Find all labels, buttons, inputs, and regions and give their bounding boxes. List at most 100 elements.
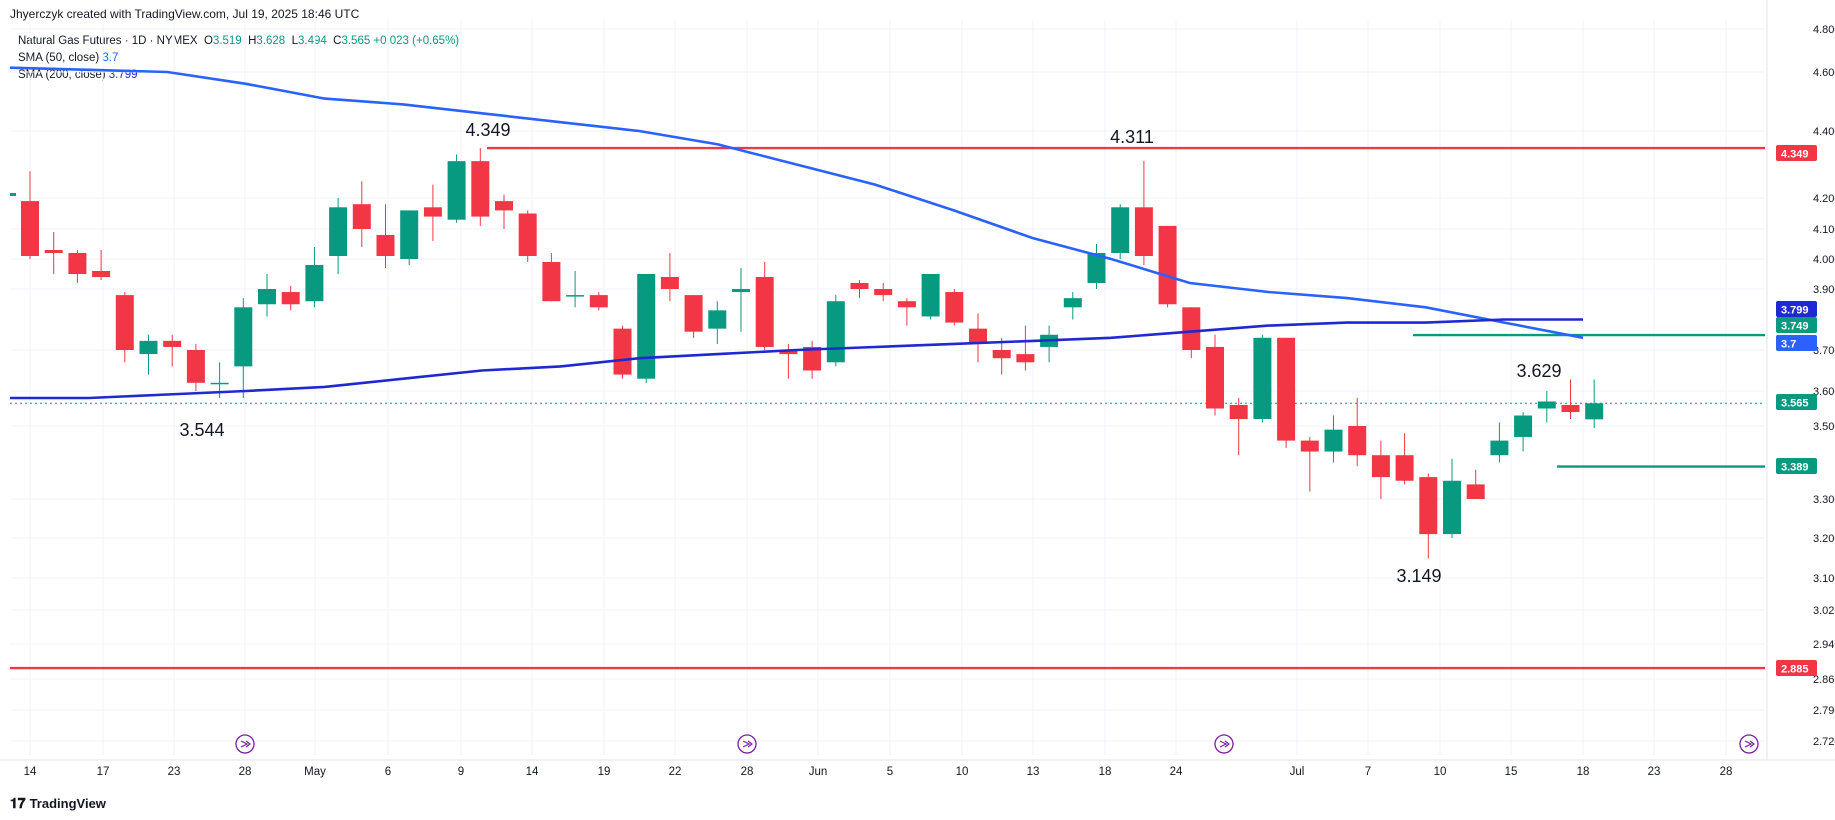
candle-body — [1087, 253, 1106, 283]
price-label-text: 4.349 — [1781, 149, 1809, 161]
y-tick-label: 3.900 — [1813, 284, 1835, 296]
y-tick-label: 3.700 — [1813, 345, 1835, 357]
candle-body — [210, 382, 229, 385]
high-value: 3.628 — [256, 35, 286, 47]
candle-body — [139, 340, 158, 355]
y-tick-label: 3.600 — [1813, 386, 1835, 398]
event-marker-icon — [1214, 734, 1234, 754]
candle-body — [115, 295, 134, 350]
candle-body — [1324, 429, 1343, 452]
candle-body — [1514, 415, 1533, 437]
candle-body — [44, 250, 63, 253]
y-tick-label: 4.100 — [1813, 224, 1835, 236]
support-resistance-levels — [10, 146, 1765, 670]
grid — [10, 20, 1765, 755]
x-tick-label: 24 — [1170, 766, 1183, 778]
candle-body — [779, 350, 798, 355]
price-label-text: 3.7 — [1781, 339, 1796, 351]
price-label-text: 3.389 — [1781, 462, 1809, 474]
y-tick-label: 3.020 — [1813, 605, 1835, 617]
price-annotation: 3.149 — [1396, 566, 1441, 586]
sma50-value: 3.7 — [102, 52, 119, 64]
candle-body — [352, 204, 371, 229]
symbol-legend[interactable]: Natural Gas Futures · 1D · NYMEX O3.519 … — [18, 35, 459, 47]
candle-body — [423, 207, 442, 217]
y-tick-label: 4.200 — [1813, 193, 1835, 205]
candle-body — [1229, 405, 1248, 419]
tradingview-logo-icon: 𝟏𝟕 — [10, 795, 26, 811]
price-label-text: 3.799 — [1781, 305, 1809, 317]
open-value: 3.519 — [212, 35, 242, 47]
event-marker-icon — [1739, 734, 1759, 754]
y-tick-label: 3.300 — [1813, 494, 1835, 506]
candle-body — [1537, 401, 1556, 409]
event-marker-icon — [737, 734, 757, 754]
candle-body — [1277, 337, 1296, 441]
x-tick-label: 6 — [385, 766, 391, 778]
candle-body — [21, 201, 39, 256]
price-annotation: 4.349 — [465, 120, 510, 140]
price-label-text: 2.885 — [1781, 664, 1809, 676]
candle-body — [897, 301, 916, 308]
candle-body — [1182, 307, 1201, 350]
x-tick-label: 18 — [1577, 766, 1590, 778]
candle-body — [1585, 403, 1604, 420]
x-tick-label: 14 — [526, 766, 539, 778]
x-tick-label: 14 — [24, 766, 37, 778]
candle-body — [471, 161, 490, 217]
price-label-text: 3.565 — [1781, 398, 1809, 410]
x-tick-label: 28 — [1720, 766, 1733, 778]
candle-body — [376, 235, 395, 256]
event-markers — [10, 193, 1759, 754]
symbol-name: Natural Gas Futures · 1D · NYMEX — [18, 35, 198, 47]
y-tick-label: 2.940 — [1813, 639, 1835, 651]
y-tick-label: 4.600 — [1813, 67, 1835, 79]
low-label: L — [291, 35, 298, 47]
candle-body — [92, 271, 111, 277]
sma200-line — [10, 318, 1583, 400]
close-value: 3.565 — [341, 35, 371, 47]
x-tick-label: 7 — [1365, 766, 1371, 778]
candle-body — [684, 295, 703, 332]
candle-body — [68, 253, 87, 274]
x-tick-label: 23 — [168, 766, 181, 778]
candle-body — [1419, 477, 1438, 535]
price-annotation: 3.629 — [1516, 361, 1561, 381]
candle-body — [447, 161, 466, 220]
event-marker-arrow — [1744, 740, 1755, 748]
price-label-tag — [1776, 394, 1817, 410]
event-marker-arrow — [742, 740, 753, 748]
change-value: +0.023 (+0.65%) — [373, 35, 460, 47]
candle-body — [1063, 298, 1082, 308]
x-tick-label: 28 — [741, 766, 754, 778]
candle-body — [826, 301, 845, 363]
candle-body — [566, 295, 585, 297]
candle-body — [945, 292, 964, 323]
x-tick-label: 19 — [598, 766, 611, 778]
x-tick-label: 13 — [1027, 766, 1040, 778]
y-tick-label: 4.400 — [1813, 126, 1835, 138]
price-label-tag — [1776, 660, 1817, 676]
event-marker-icon — [235, 734, 255, 754]
x-tick-label: May — [304, 766, 326, 778]
candle-body — [613, 328, 632, 375]
x-tick-label: 28 — [239, 766, 252, 778]
sma50-legend[interactable]: SMA (50, close) 3.7 — [18, 52, 118, 64]
candle-body — [1016, 354, 1035, 363]
open-label: O — [203, 35, 213, 47]
candle-body — [1561, 405, 1580, 412]
y-tick-label: 2.860 — [1813, 674, 1835, 686]
candle-body — [1395, 455, 1414, 481]
x-tick-label: 5 — [887, 766, 893, 778]
price-axis: 4.800 4.600 4.400 4.200 4.100 4.000 3.900 3.700… — [1766, 0, 1835, 760]
candle-body — [1371, 455, 1390, 478]
x-tick-label: 18 — [1099, 766, 1112, 778]
candle-body — [660, 277, 679, 289]
price-label-tag — [1776, 458, 1817, 474]
candle-body — [850, 283, 869, 289]
candle-body — [542, 262, 561, 302]
tradingview-logo[interactable]: 𝟏𝟕 TradingView — [10, 795, 106, 812]
time-axis: 14 17 23 28 May 6 9 14 19 22 28 Jun 5 10 13 18 24 Jul 7 10 1… — [0, 759, 1835, 778]
candle-body — [258, 289, 276, 305]
